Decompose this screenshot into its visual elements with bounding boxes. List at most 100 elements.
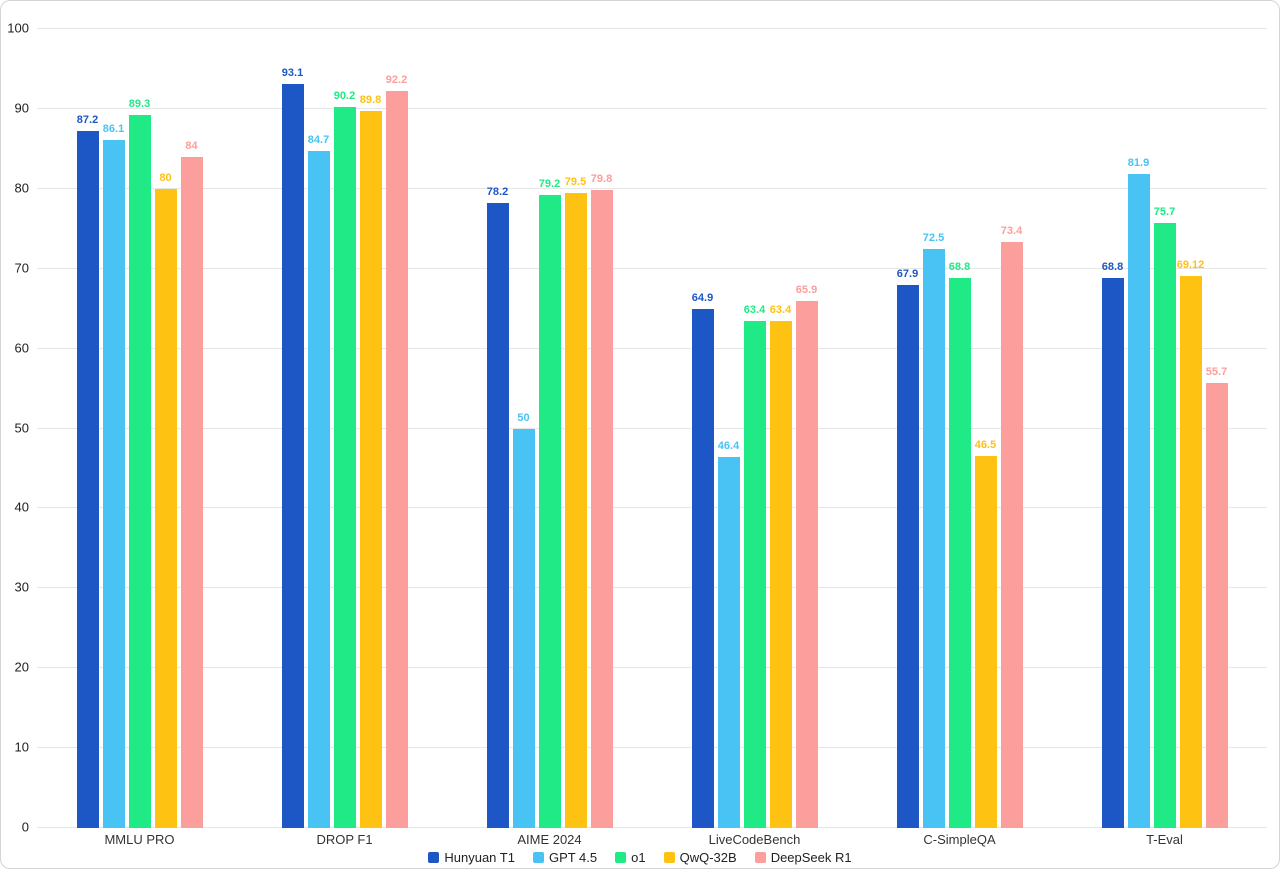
bar-value-label: 86.1 <box>102 123 125 136</box>
bar-value-label: 87.2 <box>76 114 99 127</box>
bar-hunyuan-t1-t-eval: 68.8 <box>1101 261 1124 828</box>
y-tick-label-100: 100 <box>7 20 29 36</box>
legend-item-hunyuan-t1[interactable]: Hunyuan T1 <box>428 850 515 865</box>
bar-value-label: 68.8 <box>948 261 971 274</box>
gridline-y-10: 10 <box>15 740 1267 755</box>
bar-value-label: 93.1 <box>281 67 304 80</box>
legend-marker-hunyuan-t1 <box>428 852 440 863</box>
bar-value-label: 75.7 <box>1153 206 1176 219</box>
gridline-y-100: 100 <box>7 21 1267 36</box>
bar-value-label: 89.8 <box>359 93 382 106</box>
bar-value-label: 84 <box>185 139 198 152</box>
bar-o1-aime-2024: 79.2 <box>538 178 561 828</box>
bar-gpt-4-5-livecodebench: 46.4 <box>717 440 740 828</box>
x-axis-label-mmlu-pro: MMLU PRO <box>104 832 175 847</box>
bar-value-label: 63.4 <box>743 304 766 317</box>
bar-group-drop-f1: 93.1 84.7 90.2 89.8 92.2 <box>242 29 447 828</box>
bar-hunyuan-t1-mmlu-pro: 87.2 <box>76 114 99 828</box>
bar-deepseek-r1-aime-2024: 79.8 <box>590 173 613 828</box>
gridline-y-30: 30 <box>15 580 1267 595</box>
bar-qwq-32b-mmlu-pro: 80 <box>154 172 177 828</box>
legend-label: o1 <box>631 850 646 865</box>
bar-value-label: 50 <box>517 411 530 424</box>
bar-qwq-32b-drop-f1: 89.8 <box>359 94 382 828</box>
x-axis-label-drop-f1: DROP F1 <box>316 832 373 847</box>
bar-hunyuan-t1-c-simpleqa: 67.9 <box>896 268 919 828</box>
y-tick-label-90: 90 <box>14 100 29 116</box>
bar-deepseek-r1-livecodebench: 65.9 <box>795 284 818 828</box>
gridline-y-40: 40 <box>15 500 1267 515</box>
gridline-y-80: 80 <box>15 180 1267 195</box>
bar-value-label: 63.4 <box>769 304 792 317</box>
gridline-y-20: 20 <box>15 660 1267 675</box>
legend-label: QwQ-32B <box>679 850 737 865</box>
y-tick-label-80: 80 <box>14 180 29 196</box>
bar-qwq-32b-aime-2024: 79.5 <box>564 176 587 828</box>
y-tick-label-50: 50 <box>14 420 29 435</box>
y-tick-label-30: 30 <box>14 579 29 595</box>
legend-item-o1[interactable]: o1 <box>615 850 646 865</box>
x-axis-label-aime-2024: AIME 2024 <box>517 832 582 847</box>
legend-marker-gpt-4-5 <box>532 852 544 863</box>
y-tick-label-60: 60 <box>14 340 29 356</box>
bar-gpt-4-5-t-eval: 81.9 <box>1127 157 1150 828</box>
bar-value-label: 90.2 <box>333 90 356 103</box>
bar-value-label: 80 <box>159 171 172 184</box>
bar-gpt-4-5-aime-2024: 50 <box>512 412 535 828</box>
gridline-y-60: 60 <box>15 340 1267 355</box>
bar-value-label: 79.2 <box>538 178 561 191</box>
gridline-y-0: 0 <box>22 820 1267 835</box>
bar-value-label: 64.9 <box>691 292 714 305</box>
plot-area: 0 10 20 30 40 50 60 70 80 90 100 87.2 86.1 89.3 80 84 9… <box>7 21 1267 835</box>
bar-value-label: 81.9 <box>1127 156 1150 169</box>
bar-deepseek-r1-t-eval: 55.7 <box>1205 366 1228 828</box>
bar-value-label: 72.5 <box>922 231 945 244</box>
bar-qwq-32b-livecodebench: 63.4 <box>769 304 792 828</box>
bar-value-label: 65.9 <box>795 284 818 297</box>
bar-group-c-simpleqa: 67.9 72.5 68.8 46.5 73.4 <box>857 29 1062 828</box>
bar-value-label: 79.5 <box>564 175 587 188</box>
gridline-y-70: 70 <box>15 260 1267 275</box>
legend-marker-qwq-32b <box>663 852 675 863</box>
bar-value-label: 55.7 <box>1205 365 1228 378</box>
bar-o1-c-simpleqa: 68.8 <box>948 261 971 828</box>
y-tick-label-0: 0 <box>21 819 29 835</box>
legend-label: Hunyuan T1 <box>444 850 515 865</box>
bar-value-label: 67.9 <box>896 268 919 281</box>
bar-gpt-4-5-drop-f1: 84.7 <box>307 134 330 828</box>
bar-value-label: 68.8 <box>1101 261 1124 274</box>
gridline-y-50: 50 <box>15 420 1267 435</box>
bar-gpt-4-5-c-simpleqa: 72.5 <box>922 232 945 828</box>
x-axis-labels: MMLU PRO DROP F1 AIME 2024 LiveCodeBench C-S… <box>37 832 1267 847</box>
bar-o1-livecodebench: 63.4 <box>743 304 766 828</box>
y-tick-label-70: 70 <box>14 260 29 276</box>
bar-qwq-32b-c-simpleqa: 46.5 <box>974 439 997 828</box>
legend-label: GPT 4.5 <box>548 850 598 865</box>
x-axis-label-t-eval: T-Eval <box>1146 832 1183 847</box>
legend-item-deepseek-r1[interactable]: DeepSeek R1 <box>754 850 852 865</box>
legend-item-gpt-4-5[interactable]: GPT 4.5 <box>532 850 598 865</box>
bar-hunyuan-t1-aime-2024: 78.2 <box>486 186 509 828</box>
legend: Hunyuan T1 GPT 4.5 o1 QwQ-32B DeepSeek R1 <box>1 850 1279 865</box>
bar-group-livecodebench: 64.9 46.4 63.4 63.4 65.9 <box>652 29 857 828</box>
legend-item-qwq-32b[interactable]: QwQ-32B <box>663 850 737 865</box>
bar-o1-mmlu-pro: 89.3 <box>128 98 151 828</box>
gridline-y-90: 90 <box>15 100 1267 115</box>
bar-value-label: 84.7 <box>307 134 330 147</box>
bar-value-label: 69.12 <box>1176 258 1205 271</box>
bar-qwq-32b-t-eval: 69.12 <box>1177 259 1204 828</box>
bar-deepseek-r1-c-simpleqa: 73.4 <box>1000 225 1023 828</box>
bar-value-label: 79.8 <box>590 173 613 186</box>
bar-o1-t-eval: 75.7 <box>1153 206 1176 828</box>
bar-deepseek-r1-drop-f1: 92.2 <box>385 74 408 828</box>
legend-marker-deepseek-r1 <box>754 852 766 863</box>
bar-group-mmlu-pro: 87.2 86.1 89.3 80 84 <box>37 29 242 828</box>
bar-hunyuan-t1-livecodebench: 64.9 <box>691 292 714 828</box>
bar-value-label: 92.2 <box>385 74 408 87</box>
x-axis-label-livecodebench: LiveCodeBench <box>708 832 801 847</box>
bar-value-label: 46.4 <box>717 440 740 453</box>
y-tick-label-20: 20 <box>14 659 29 675</box>
y-tick-label-10: 10 <box>14 739 29 755</box>
bar-value-label: 89.3 <box>128 97 151 110</box>
